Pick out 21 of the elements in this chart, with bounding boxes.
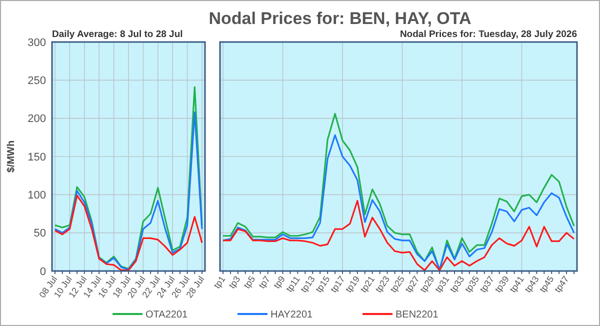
y-tick-label: 200 (28, 113, 46, 126)
x-tick-label: tp5 (242, 274, 258, 290)
y-axis-title: $/MWh (6, 140, 17, 173)
chart-title: Nodal Prices for: BEN, HAY, OTA (208, 9, 472, 28)
chart-subtitle: Nodal Prices for: Tuesday, 28 July 2026 (400, 29, 577, 40)
legend-label: OTA2201 (146, 310, 188, 320)
legend-label: HAY2201 (270, 310, 314, 320)
y-tick-label: 150 (28, 151, 46, 164)
legend-label: BEN2201 (396, 310, 439, 320)
y-tick-label: 250 (28, 75, 46, 88)
y-tick-label: 300 (28, 36, 46, 49)
x-tick-label: tp1 (212, 274, 228, 290)
y-tick-label: 100 (28, 190, 46, 202)
y-tick-label: 0 (40, 266, 46, 278)
line-series (54, 194, 203, 272)
x-tick-label: tp7 (256, 274, 272, 290)
x-tick-label: tp9 (272, 274, 287, 290)
y-tick-label: 50 (34, 228, 46, 240)
x-tick-label: tp3 (226, 274, 242, 290)
x-tick-label: tp11 (284, 274, 302, 294)
chart-subtitle: Daily Average: 8 Jul to 28 Jul (52, 29, 183, 40)
